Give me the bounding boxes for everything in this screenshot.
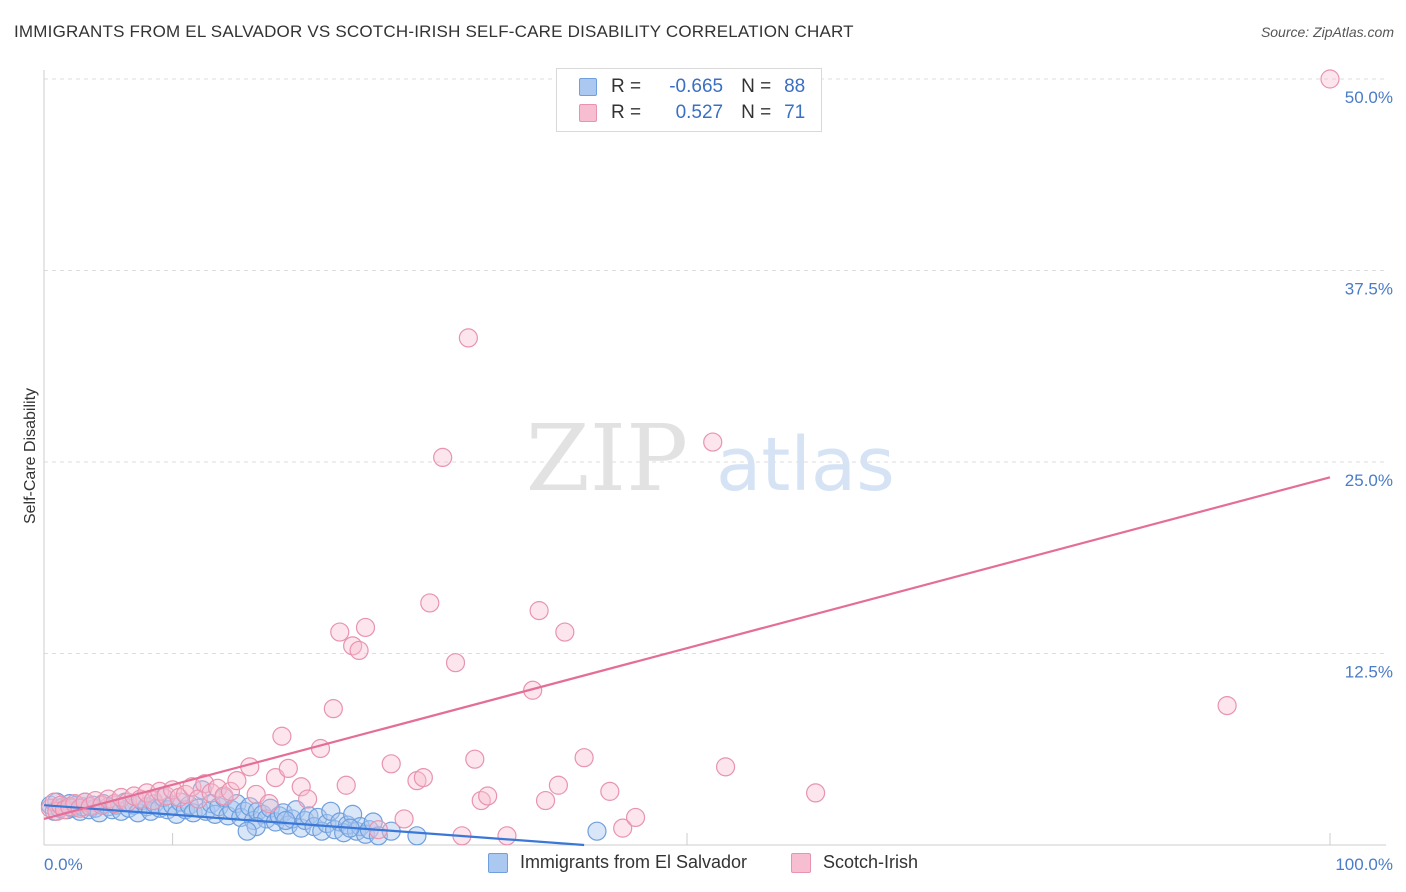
- point-pink: [625, 807, 646, 828]
- legend-n-value-pink: 71: [784, 102, 806, 123]
- bottom-legend-swatch-blue: [487, 852, 508, 873]
- point-pink: [349, 640, 369, 661]
- point-pink: [336, 775, 356, 795]
- point-pink: [555, 622, 575, 642]
- bottom-legend-label-blue: Immigrants from El Salvador: [519, 852, 748, 872]
- trendline-pink: [43, 476, 1331, 821]
- legend-box: R = -0.665 N = 88 R = 0.527 N = 71: [556, 68, 822, 132]
- point-pink: [330, 622, 350, 642]
- point-pink: [272, 726, 292, 746]
- axes: [43, 70, 1386, 846]
- chart-title: IMMIGRANTS FROM EL SALVADOR VS SCOTCH-IR…: [14, 22, 854, 41]
- point-pink: [433, 447, 453, 468]
- point-pink: [574, 748, 594, 768]
- point-blue: [237, 821, 257, 841]
- point-blue: [587, 821, 607, 841]
- point-pink: [805, 783, 826, 803]
- trendline-blue: [43, 804, 585, 847]
- point-pink: [1320, 69, 1340, 89]
- point-pink: [613, 818, 633, 838]
- point-pink: [535, 790, 556, 811]
- point-pink: [413, 767, 433, 788]
- point-blue: [368, 826, 388, 846]
- trendlines: [43, 476, 1331, 847]
- point-pink: [355, 617, 376, 638]
- point-pink: [497, 826, 517, 846]
- source-label: Source: ZipAtlas.com: [1260, 24, 1394, 40]
- legend-swatch-blue: [579, 78, 597, 96]
- point-pink: [703, 432, 723, 452]
- legend-n-label: N =: [741, 102, 772, 123]
- legend-row-blue: R = -0.665 N = 88: [579, 74, 805, 100]
- point-pink: [445, 653, 466, 673]
- legend-swatch-pink: [579, 104, 597, 122]
- legend-r-value-pink: 0.527: [675, 102, 724, 123]
- point-pink: [548, 775, 569, 795]
- point-pink: [291, 777, 311, 797]
- point-pink: [600, 781, 620, 801]
- y-tick-label-1: 25.0%: [1345, 471, 1393, 490]
- legend-r-label: R =: [611, 76, 642, 97]
- watermark: ZIP atlas: [526, 405, 895, 512]
- x-tick-label-max: 100.0%: [1335, 855, 1393, 874]
- y-tick-label-3: 50.0%: [1345, 88, 1393, 107]
- bottom-legend: Immigrants from El Salvador Scotch-Irish: [0, 852, 1406, 873]
- point-blue: [407, 826, 427, 846]
- point-pink: [259, 794, 279, 814]
- bottom-legend-item-pink: Scotch-Irish: [791, 852, 918, 873]
- watermark-zip: ZIP: [526, 405, 688, 512]
- point-pink: [420, 593, 440, 613]
- point-pink: [529, 601, 549, 621]
- point-pink: [381, 754, 401, 774]
- point-pink: [478, 786, 498, 806]
- legend-n-value-blue: 88: [784, 76, 806, 97]
- point-pink: [298, 789, 318, 809]
- grid-lines: [44, 78, 1386, 654]
- point-pink: [715, 757, 736, 777]
- legend-r-label: R =: [611, 102, 642, 123]
- bottom-legend-swatch-pink: [791, 852, 812, 873]
- legend-n-label: N =: [741, 76, 772, 97]
- point-pink: [394, 809, 414, 829]
- point-pink: [220, 781, 241, 801]
- legend-row-pink: R = 0.527 N = 71: [579, 100, 805, 126]
- point-pink: [465, 749, 485, 769]
- tick-labels: 12.5% 25.0% 37.5% 50.0% 0.0% 100.0%: [44, 88, 1393, 874]
- point-pink: [458, 328, 478, 348]
- legend-r-value-blue: -0.665: [669, 76, 724, 97]
- x-tick-label-min: 0.0%: [44, 855, 83, 874]
- y-tick-label-2: 37.5%: [1345, 280, 1393, 299]
- bottom-legend-item-blue: Immigrants from El Salvador: [487, 852, 748, 873]
- point-pink: [175, 784, 196, 805]
- bottom-legend-label-pink: Scotch-Irish: [823, 852, 919, 872]
- watermark-atlas: atlas: [716, 422, 895, 508]
- point-pink: [227, 771, 247, 791]
- point-pink: [278, 758, 298, 779]
- series-pink-points: [40, 69, 1340, 846]
- point-blue: [276, 810, 296, 831]
- point-pink: [323, 699, 343, 719]
- point-pink: [1217, 695, 1237, 716]
- y-tick-label-0: 12.5%: [1345, 663, 1393, 682]
- point-pink: [310, 738, 331, 759]
- y-axis-label: Self-Care Disability: [22, 388, 39, 524]
